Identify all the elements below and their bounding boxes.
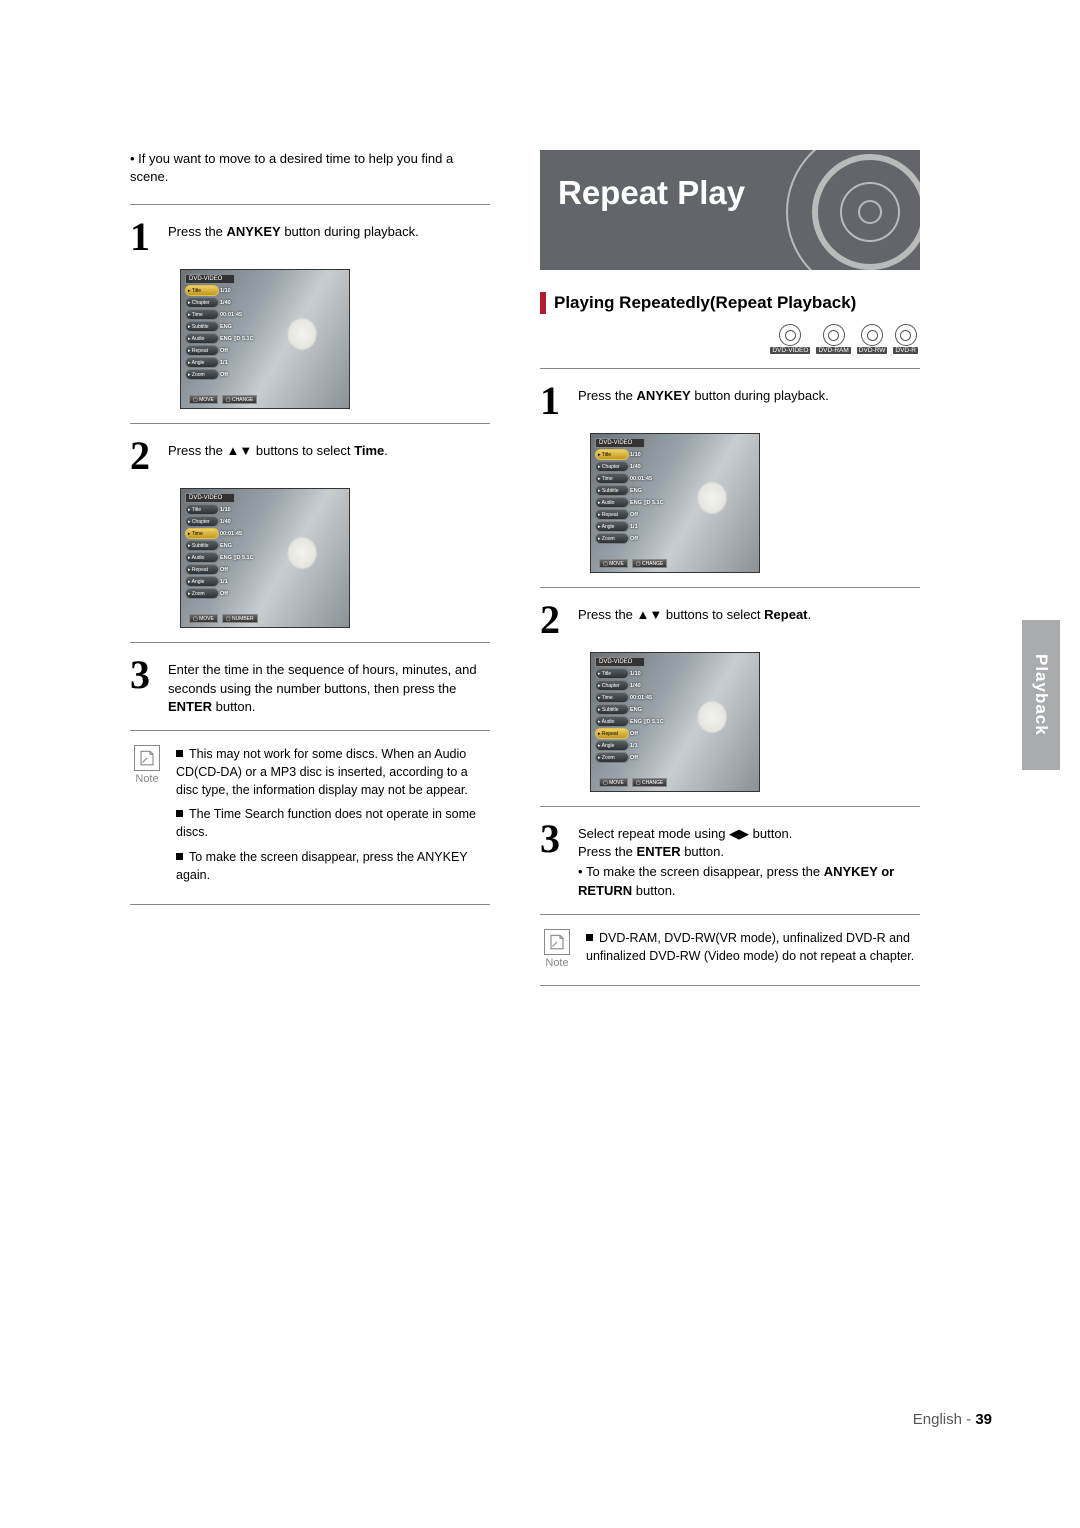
divider — [130, 904, 490, 905]
divider — [540, 587, 920, 588]
badge-dvd-rw: DVD-RW — [857, 324, 888, 354]
step-text: Press the ANYKEY button during playback. — [168, 219, 490, 255]
t: ANYKEY — [637, 388, 691, 403]
note-icon — [134, 745, 160, 771]
badge-dvd-video: DVD-VIDEO — [770, 324, 810, 354]
t: Press the — [168, 224, 227, 239]
osd-screenshot-3: DVD-VIDEO▸ Title1/10▸ Chapter1/40▸ Time0… — [590, 433, 760, 573]
step-text: Press the ▲▼ buttons to select Time. — [168, 438, 490, 474]
step-text: Press the ▲▼ buttons to select Repeat. — [578, 602, 920, 638]
step-number: 1 — [540, 383, 568, 419]
subheading-text: Playing Repeatedly(Repeat Playback) — [554, 293, 856, 313]
badge-dvd-ram: DVD-RAM — [816, 324, 850, 354]
section-title-block: Repeat Play — [540, 150, 920, 270]
note-item: This may not work for some discs. When a… — [176, 747, 468, 797]
subheading: Playing Repeatedly(Repeat Playback) — [540, 292, 920, 314]
t: Press the ▲▼ buttons to select — [578, 607, 764, 622]
divider — [540, 914, 920, 915]
t: Time — [354, 443, 384, 458]
osd-screenshot-1: DVD-VIDEO▸ Title1/10▸ Chapter1/40▸ Time0… — [180, 269, 350, 409]
page-footer: English - 39 — [913, 1411, 992, 1428]
t: . — [384, 443, 388, 458]
step-2: 2 Press the ▲▼ buttons to select Repeat. — [540, 602, 920, 638]
t: Enter the time in the sequence of hours,… — [168, 662, 477, 695]
divider — [540, 806, 920, 807]
note-item: The Time Search function does not operat… — [176, 807, 476, 839]
t: To make the screen disappear, press the — [586, 864, 824, 879]
side-tab-label: Playback — [1031, 654, 1051, 736]
side-tab-playback: Playback — [1022, 620, 1060, 770]
step-text: Select repeat mode using ◀▶ button. Pres… — [578, 821, 920, 900]
note-label: Note — [540, 957, 574, 969]
step-number: 2 — [130, 438, 158, 474]
disc-art-icon — [786, 150, 920, 270]
note-item: DVD-RAM, DVD-RW(VR mode), unfinalized DV… — [586, 931, 914, 963]
step-1: 1 Press the ANYKEY button during playbac… — [540, 383, 920, 419]
badge-label: DVD-RW — [857, 347, 888, 354]
note-item: To make the screen disappear, press the … — [176, 850, 467, 882]
step-number: 3 — [540, 821, 568, 900]
divider — [130, 642, 490, 643]
note-body: DVD-RAM, DVD-RW(VR mode), unfinalized DV… — [586, 929, 920, 971]
t: Press the ▲▼ buttons to select — [168, 443, 354, 458]
step-number: 3 — [130, 657, 158, 716]
t: Select repeat mode using ◀▶ button. — [578, 826, 792, 841]
left-column: If you want to move to a desired time to… — [130, 150, 490, 1000]
divider — [130, 204, 490, 205]
t: ANYKEY — [227, 224, 281, 239]
t: button during playback. — [281, 224, 419, 239]
accent-bar-icon — [540, 292, 546, 314]
t: button during playback. — [691, 388, 829, 403]
badge-label: DVD-VIDEO — [770, 347, 810, 354]
step-number: 1 — [130, 219, 158, 255]
note-block: Note DVD-RAM, DVD-RW(VR mode), unfinaliz… — [540, 929, 920, 971]
note-icon-col: Note — [540, 929, 574, 971]
step-number: 2 — [540, 602, 568, 638]
badge-label: DVD-R — [893, 347, 918, 354]
intro-text: If you want to move to a desired time to… — [130, 150, 490, 186]
t: button. — [681, 844, 724, 859]
footer-page: 39 — [975, 1411, 992, 1428]
note-label: Note — [130, 773, 164, 785]
divider — [540, 985, 920, 986]
right-column: Repeat Play Playing Repeatedly(Repeat Pl… — [540, 150, 920, 1000]
osd-screenshot-2: DVD-VIDEO▸ Title1/10▸ Chapter1/40▸ Time0… — [180, 488, 350, 628]
note-block: Note This may not work for some discs. W… — [130, 745, 490, 890]
badge-label: DVD-RAM — [816, 347, 850, 354]
t: . — [808, 607, 812, 622]
page: If you want to move to a desired time to… — [0, 0, 1080, 1040]
note-body: This may not work for some discs. When a… — [176, 745, 490, 890]
step-text: Enter the time in the sequence of hours,… — [168, 657, 490, 716]
osd-screenshot-4: DVD-VIDEO▸ Title1/10▸ Chapter1/40▸ Time0… — [590, 652, 760, 792]
step-text: Press the ANYKEY button during playback. — [578, 383, 920, 419]
divider — [540, 368, 920, 369]
note-icon-col: Note — [130, 745, 164, 890]
badge-dvd-r: DVD-R — [893, 324, 918, 354]
t: ENTER — [637, 844, 681, 859]
note-icon — [544, 929, 570, 955]
t: Repeat — [764, 607, 807, 622]
t: Press the — [578, 388, 637, 403]
t: button. — [212, 699, 255, 714]
step-3: 3 Enter the time in the sequence of hour… — [130, 657, 490, 716]
t: Press the — [578, 844, 637, 859]
t: ENTER — [168, 699, 212, 714]
disc-badges: DVD-VIDEO DVD-RAM DVD-RW DVD-R — [540, 324, 918, 354]
step-2: 2 Press the ▲▼ buttons to select Time. — [130, 438, 490, 474]
step-3: 3 Select repeat mode using ◀▶ button. Pr… — [540, 821, 920, 900]
step-1: 1 Press the ANYKEY button during playbac… — [130, 219, 490, 255]
t: button. — [632, 883, 675, 898]
sub-bullet: To make the screen disappear, press the … — [578, 863, 920, 899]
footer-lang: English - — [913, 1411, 976, 1428]
divider — [130, 423, 490, 424]
divider — [130, 730, 490, 731]
